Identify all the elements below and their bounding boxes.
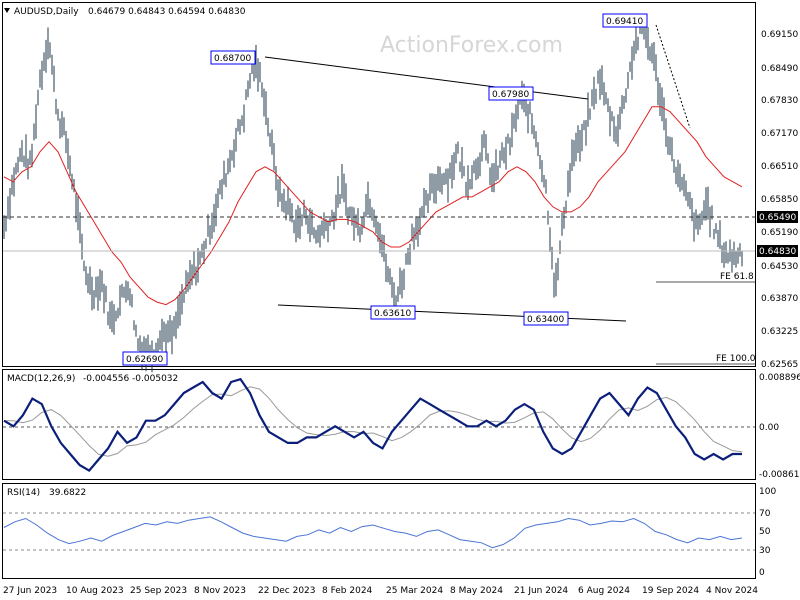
price-tick: 0.68490: [761, 64, 798, 74]
annotation-0-67980: 0.67980: [488, 86, 534, 101]
price-tick: 0.63225: [761, 327, 798, 337]
rsi-tick: 70: [759, 509, 771, 519]
annotation-0-69410: 0.69410: [602, 13, 648, 28]
annotation-text: 0.63610: [374, 309, 411, 319]
annotation-text: 0.67980: [492, 90, 529, 100]
price-annotations: 0.68700 0.67980 0.69410 0.63610 0.63400 …: [122, 13, 648, 366]
rsi-header-values: 39.6822: [49, 488, 86, 498]
rsi-tick: 100: [759, 487, 776, 497]
x-tick: 25 Sep 2023: [130, 586, 187, 596]
rsi-tick: 0: [759, 568, 765, 578]
macd-tick: -0.008612: [759, 470, 800, 480]
annotation-box: [523, 311, 569, 326]
annotation-text: 0.69410: [606, 17, 643, 27]
price-tick: 0.66510: [761, 162, 798, 172]
macd-signal-line: [4, 386, 743, 457]
rsi-title: RSI(14): [7, 488, 40, 498]
x-axis: 27 Jun 2023 10 Aug 2023 25 Sep 2023 8 No…: [3, 586, 758, 596]
annotation-text: 0.68700: [214, 54, 251, 64]
price-tick: 0.69150: [761, 30, 798, 40]
symbol-label: AUDUSD,Daily: [14, 7, 79, 17]
annotation-box: [210, 50, 256, 65]
dotted-trendline: [655, 24, 691, 129]
ohlc-values: 0.64679 0.64843 0.64594 0.64830: [88, 7, 246, 17]
price-tick: 0.65850: [761, 195, 798, 205]
panel-frames: [2, 2, 756, 579]
moving-average-line: [3, 106, 743, 306]
macd-panel-frame: [2, 369, 756, 480]
annotation-box: [122, 351, 168, 366]
macd-tick: 0.00: [759, 423, 779, 433]
price-tick: 0.62565: [761, 360, 798, 370]
x-tick: 8 May 2024: [450, 586, 503, 596]
annotation-0-63400: 0.63400: [523, 311, 569, 326]
level-label-box: [757, 245, 798, 257]
x-tick: 25 Mar 2024: [386, 586, 443, 596]
price-tick: 0.67170: [761, 129, 798, 139]
price-tick: 0.63870: [761, 294, 798, 304]
price-tick: 0.67830: [761, 96, 798, 106]
level-label-text: 0.64830: [759, 247, 796, 257]
macd-line: [3, 377, 742, 473]
annotation-text: 0.63400: [527, 315, 564, 325]
price-tick: 0.64530: [761, 262, 798, 272]
level-label-box: [757, 211, 798, 223]
rsi-line: [3, 516, 743, 549]
menu-triangle-icon[interactable]: [4, 8, 10, 13]
annotation-box: [602, 13, 648, 28]
annotation-0-68700: 0.68700: [210, 50, 256, 65]
price-panel-frame: [2, 2, 756, 367]
macd-y-axis: 0.008896 0.00 -0.008612: [759, 373, 800, 480]
annotation-box: [488, 86, 534, 101]
fe-61-8-label: FE 61.8: [720, 272, 754, 282]
level-label-current-resistance: 0.65490: [757, 211, 798, 223]
macd-tick: 0.008896: [759, 373, 800, 383]
rsi-tick: 50: [759, 527, 771, 537]
x-tick: 19 Sep 2024: [642, 586, 699, 596]
annotation-box: [370, 305, 416, 320]
x-tick: 4 Nov 2024: [706, 586, 758, 596]
lower-trendline: [277, 304, 627, 322]
level-label-text: 0.65490: [759, 213, 796, 223]
price-y-axis: 0.69150 0.68490 0.67830 0.67170 0.66510 …: [761, 30, 798, 370]
level-label-current-price: 0.64830: [757, 245, 798, 257]
x-tick: 8 Nov 2023: [194, 586, 246, 596]
x-tick: 22 Dec 2023: [258, 586, 316, 596]
rsi-y-axis: 100 70 50 30 0: [759, 487, 776, 578]
macd-header-values: -0.004556 -0.005032: [83, 374, 178, 384]
x-tick: 10 Aug 2023: [66, 586, 124, 596]
annotation-0-63610: 0.63610: [370, 305, 416, 320]
watermark: ActionForex.com: [380, 33, 563, 58]
rsi-panel-frame: [2, 483, 756, 579]
rsi-tick: 30: [759, 546, 771, 556]
upper-trendline: [264, 56, 589, 100]
macd-title: MACD(12,26,9): [7, 374, 75, 384]
x-tick: 6 Aug 2024: [578, 586, 630, 596]
x-tick: 21 Jun 2024: [514, 586, 568, 596]
x-tick: 8 Feb 2024: [322, 586, 373, 596]
fe-100-label: FE 100.0: [716, 354, 756, 364]
price-tick: 0.65190: [761, 228, 798, 238]
annotation-text: 0.62690: [126, 355, 163, 365]
x-tick: 27 Jun 2023: [3, 586, 57, 596]
price-bars: [3, 21, 743, 373]
annotation-0-62690: 0.62690: [122, 351, 168, 366]
